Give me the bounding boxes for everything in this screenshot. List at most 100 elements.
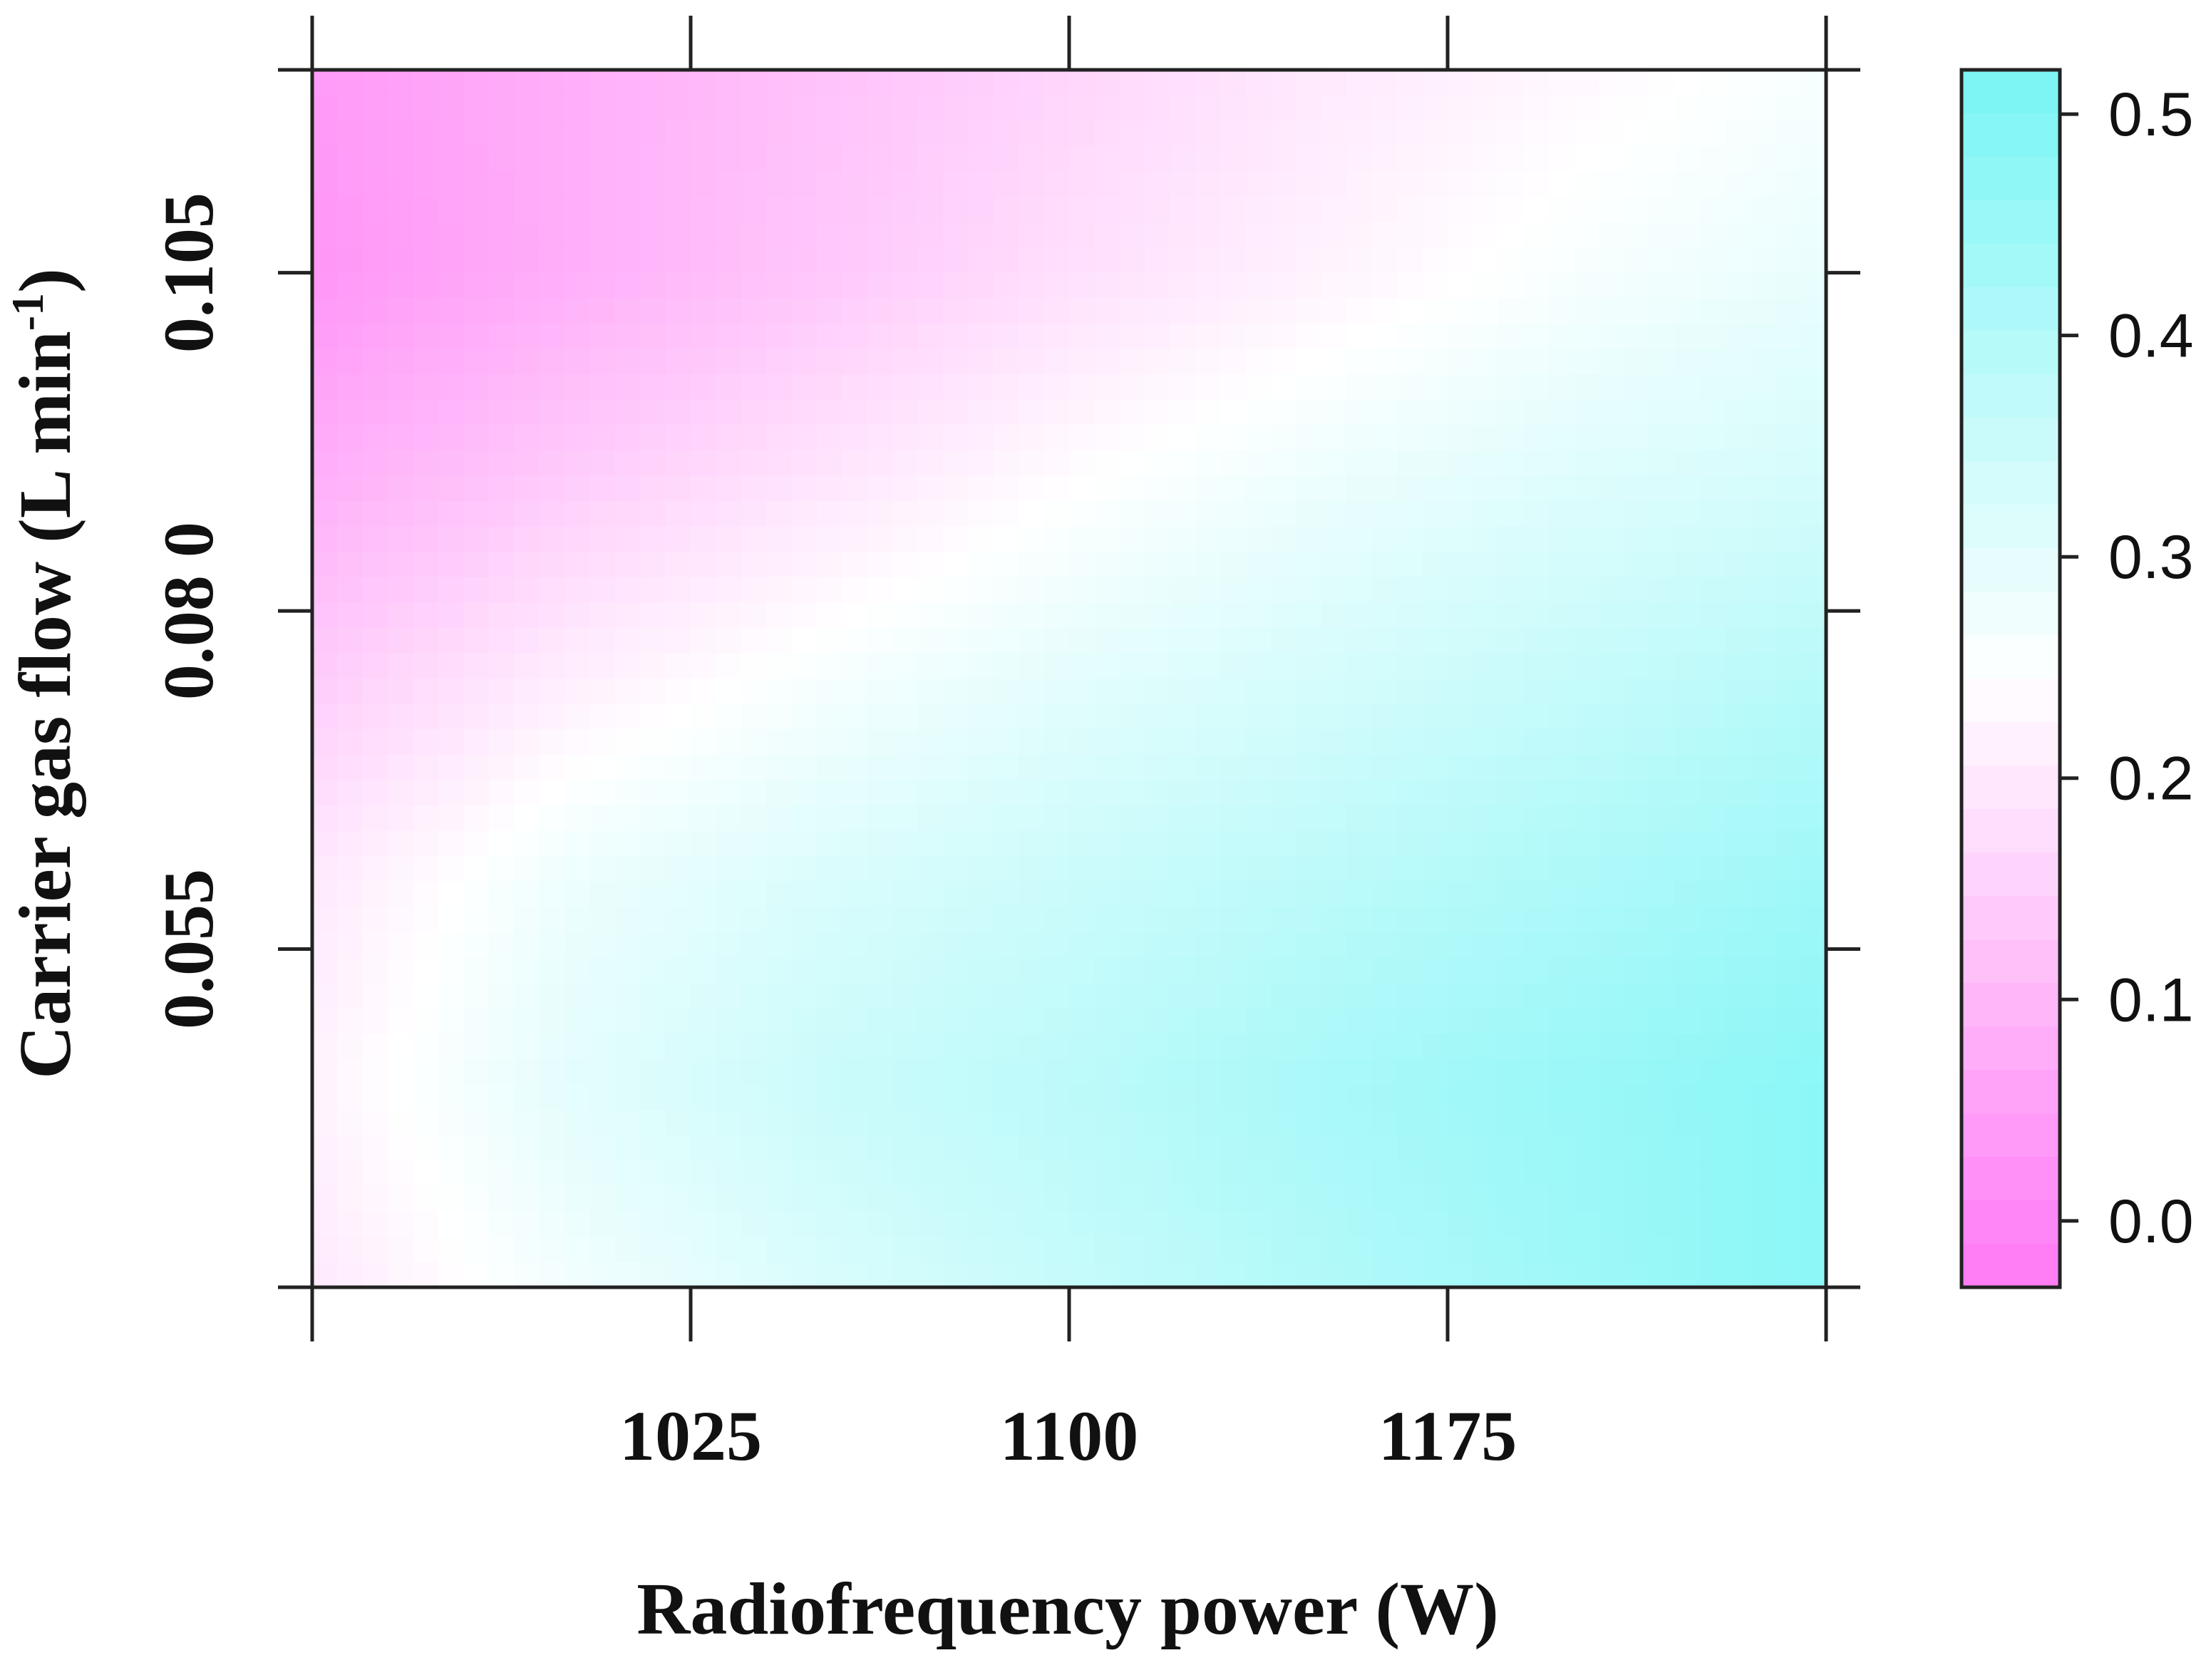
heatmap-cell <box>1371 70 1398 96</box>
heatmap-cell <box>1548 907 1574 933</box>
heatmap-cell <box>514 729 540 756</box>
heatmap-cell <box>1170 1211 1196 1237</box>
heatmap-cell <box>766 171 793 197</box>
heatmap-cell <box>388 171 414 197</box>
heatmap-cell <box>1245 627 1272 654</box>
heatmap-cell <box>1574 704 1600 731</box>
heatmap-cell <box>1170 907 1196 933</box>
heatmap-cell <box>842 450 868 477</box>
heatmap-cell <box>1346 729 1373 756</box>
heatmap-cell <box>1170 627 1196 654</box>
heatmap-cell <box>589 1135 616 1162</box>
heatmap-cell <box>665 247 691 274</box>
heatmap-cell <box>1574 196 1600 223</box>
heatmap-cell <box>1700 957 1726 984</box>
heatmap-cell <box>337 957 364 984</box>
heatmap-cell <box>716 653 742 679</box>
heatmap-cell <box>1371 602 1398 629</box>
heatmap-cell <box>1397 399 1423 426</box>
heatmap-cell <box>1296 526 1322 553</box>
heatmap-cell <box>514 95 540 122</box>
heatmap-cell <box>1422 1236 1448 1263</box>
heatmap-cell <box>817 475 843 502</box>
heatmap-cell <box>312 932 339 959</box>
heatmap-cell <box>892 1185 919 1212</box>
heatmap-cell <box>917 1084 944 1110</box>
heatmap-cell <box>337 881 364 908</box>
heatmap-cell <box>438 729 465 756</box>
heatmap-cell <box>565 552 591 578</box>
heatmap-cell <box>1371 450 1398 477</box>
heatmap-cell <box>1119 500 1146 527</box>
heatmap-cell <box>1750 247 1777 274</box>
heatmap-cell <box>565 1236 591 1263</box>
heatmap-cell <box>463 907 490 933</box>
heatmap-cell <box>1119 754 1146 781</box>
heatmap-cell <box>842 957 868 984</box>
heatmap-cell <box>1725 247 1751 274</box>
heatmap-cell <box>488 754 515 781</box>
heatmap-cell <box>1800 856 1827 882</box>
heatmap-cell <box>1245 1084 1272 1110</box>
heatmap-cell <box>1548 1008 1574 1035</box>
heatmap-cell <box>514 653 540 679</box>
heatmap-cell <box>1094 679 1120 705</box>
heatmap-cell <box>438 222 465 249</box>
heatmap-cell <box>1498 1185 1525 1212</box>
heatmap-cell <box>791 399 818 426</box>
heatmap-cell <box>1649 298 1676 324</box>
heatmap-cell <box>1094 247 1120 274</box>
heatmap-cell <box>993 704 1020 731</box>
heatmap-cell <box>1069 425 1096 451</box>
heatmap-cell <box>1019 196 1045 223</box>
heatmap-cell <box>1599 805 1625 832</box>
heatmap-cell <box>614 679 641 705</box>
heatmap-cell <box>968 983 994 1009</box>
heatmap-cell <box>438 1058 465 1086</box>
heatmap-cell <box>1119 272 1146 299</box>
heatmap-cell <box>968 272 994 299</box>
heatmap-cell <box>842 323 868 350</box>
heatmap-cell <box>1649 196 1676 223</box>
heatmap-cell <box>388 805 414 832</box>
heatmap-cell <box>1069 323 1096 350</box>
heatmap-cell <box>388 627 414 654</box>
heatmap-cell <box>1069 679 1096 705</box>
heatmap-cell <box>1775 552 1802 578</box>
heatmap-cell <box>917 1135 944 1162</box>
heatmap-cell <box>614 196 641 223</box>
heatmap-cell <box>614 247 641 274</box>
colorbar-band <box>1962 331 2060 375</box>
heatmap-cell <box>917 577 944 604</box>
heatmap-cell <box>589 679 616 705</box>
heatmap-cell <box>1775 653 1802 679</box>
heatmap-cell <box>1649 602 1676 629</box>
heatmap-cell <box>565 298 591 324</box>
heatmap-cell <box>1346 1185 1373 1212</box>
heatmap-cell <box>968 298 994 324</box>
heatmap-cell <box>1346 983 1373 1009</box>
heatmap-cell <box>1448 856 1474 882</box>
heatmap-cell <box>614 754 641 781</box>
heatmap-cell <box>867 475 894 502</box>
heatmap-cell <box>1725 881 1751 908</box>
heatmap-cell <box>993 577 1020 604</box>
heatmap-cell <box>1750 552 1777 578</box>
heatmap-cell <box>1271 247 1297 274</box>
heatmap-cell <box>1473 298 1499 324</box>
heatmap-cell <box>1750 627 1777 654</box>
heatmap-cell <box>1422 1185 1448 1212</box>
heatmap-cell <box>463 881 490 908</box>
heatmap-cell <box>1775 323 1802 350</box>
heatmap-cell <box>438 1236 465 1263</box>
heatmap-cell <box>892 627 919 654</box>
heatmap-cell <box>917 95 944 122</box>
heatmap-cell <box>514 856 540 882</box>
heatmap-cell <box>1674 856 1701 882</box>
heatmap-cell <box>1346 526 1373 553</box>
heatmap-cell <box>665 754 691 781</box>
heatmap-cell <box>892 1008 919 1035</box>
heatmap-cell <box>917 856 944 882</box>
heatmap-cell <box>1574 1236 1600 1263</box>
heatmap-cell <box>1523 907 1550 933</box>
